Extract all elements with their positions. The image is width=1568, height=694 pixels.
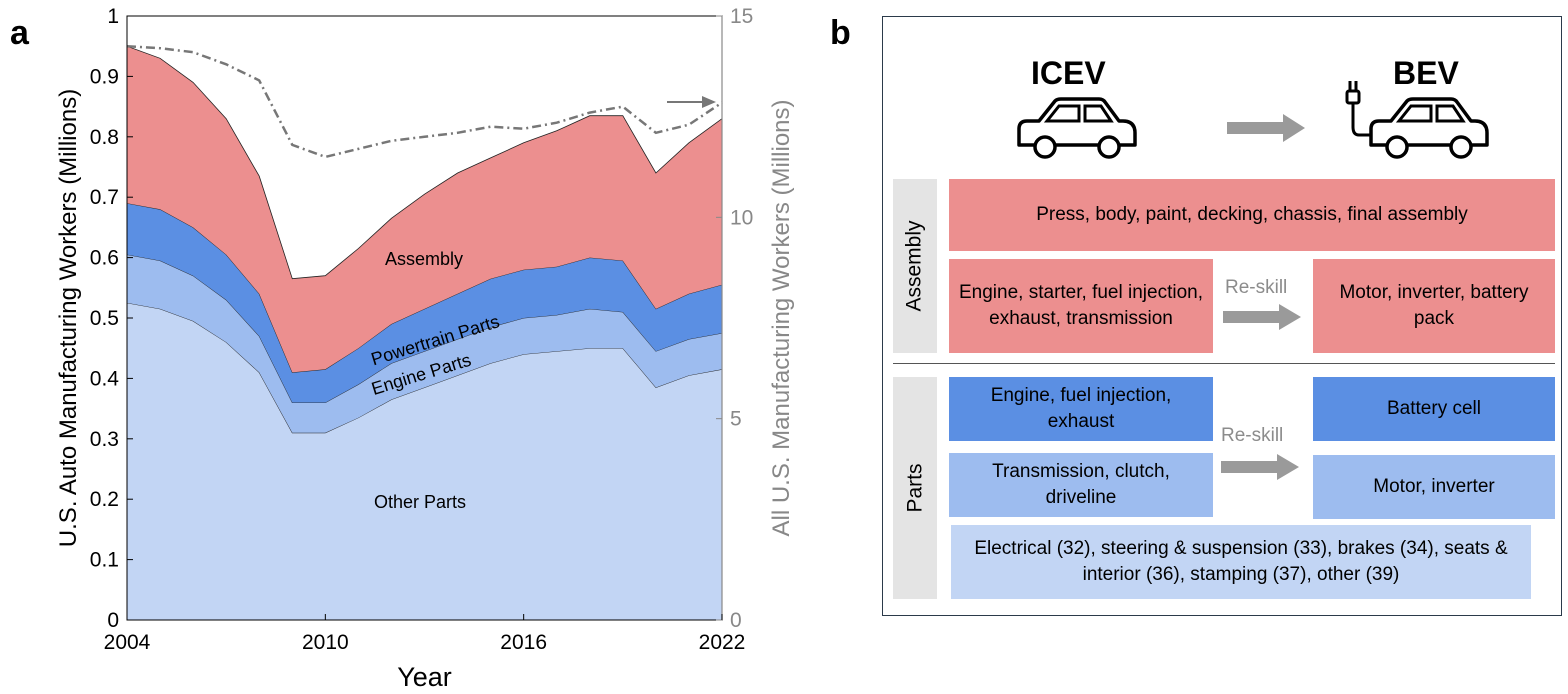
x-tick-label: 2016 <box>500 631 547 654</box>
secondary-axis-arrowhead-icon <box>702 96 716 108</box>
y-tick-label: 0.3 <box>90 428 119 451</box>
y2-tick-label: 15 <box>730 5 753 28</box>
icev-label: ICEV <box>1031 55 1106 91</box>
assembly-section-label: Assembly <box>893 179 937 353</box>
section-divider <box>893 363 1555 364</box>
icev-bev-diagram: ICEV BEV Assembly Press, body, paint, de… <box>882 16 1562 616</box>
stacked-areas <box>126 45 723 620</box>
parts-transmission-box: Transmission, clutch, driveline <box>949 453 1213 517</box>
y2-tick-label: 10 <box>730 206 753 229</box>
x-tick-label: 2022 <box>699 631 746 654</box>
transition-arrow-icon <box>1227 114 1305 142</box>
area-powertrain-parts <box>127 203 722 403</box>
parts-motor-box: Motor, inverter <box>1313 455 1555 519</box>
x-axis-label: Year <box>397 662 452 692</box>
panel-b-label: b <box>830 14 851 52</box>
area-assembly <box>127 46 722 373</box>
other-parts-area-label: Other Parts <box>374 492 466 512</box>
assembly-row-box: Press, body, paint, decking, chassis, fi… <box>949 179 1555 251</box>
y-tick-label: 0.1 <box>90 549 119 572</box>
y-tick-label: 0.2 <box>90 488 119 511</box>
y-tick-label: 0.6 <box>90 247 119 270</box>
y2-axis-label: All U.S. Manufacturing Workers (Millions… <box>768 99 795 536</box>
area-boundary-3 <box>126 45 723 280</box>
bev-label: BEV <box>1393 55 1459 91</box>
assembly-area-label: Assembly <box>385 249 463 269</box>
bev-car-icon <box>1345 81 1489 159</box>
parts-battery-box: Battery cell <box>1313 377 1555 441</box>
secondary-series-line <box>126 44 723 159</box>
assembly-bev-box: Motor, inverter, battery pack <box>1313 259 1555 353</box>
area-engine-parts <box>127 254 722 433</box>
secondary-line-layer <box>126 44 723 159</box>
y-tick-label: 0.9 <box>90 65 119 88</box>
parts-engine-box: Engine, fuel injection, exhaust <box>949 377 1213 441</box>
x-tick-label: 2010 <box>302 631 349 654</box>
y-axis-label: U.S. Auto Manufacturing Workers (Million… <box>55 89 82 547</box>
assembly-reskill-label: Re-skill <box>1225 277 1288 298</box>
assembly-reskill-arrow-icon <box>1223 304 1301 330</box>
area-other-parts <box>127 302 722 620</box>
y-tick-label: 0.8 <box>90 126 119 149</box>
panel-a-label: a <box>10 14 29 52</box>
y-tick-label: 0.4 <box>90 367 120 390</box>
parts-other-box: Electrical (32), steering & suspension (… <box>951 525 1531 599</box>
parts-section-text: Parts <box>903 463 927 513</box>
y2-tick-label: 5 <box>730 408 742 431</box>
y-tick-label: 0.7 <box>90 186 119 209</box>
y-tick-label: 0 <box>107 609 119 632</box>
assembly-icev-box: Engine, starter, fuel injection, exhaust… <box>949 259 1213 353</box>
y2-tick-label: 0 <box>730 609 742 632</box>
x-tick-label: 2004 <box>104 631 151 654</box>
y-tick-label: 0.5 <box>90 307 119 330</box>
icev-car-icon <box>1017 97 1137 159</box>
assembly-section-text: Assembly <box>903 220 926 312</box>
parts-reskill-label: Re-skill <box>1221 425 1284 446</box>
parts-reskill-arrow-icon <box>1221 454 1299 480</box>
y-tick-label: 1 <box>107 5 119 28</box>
parts-section-label: Parts <box>893 377 937 599</box>
